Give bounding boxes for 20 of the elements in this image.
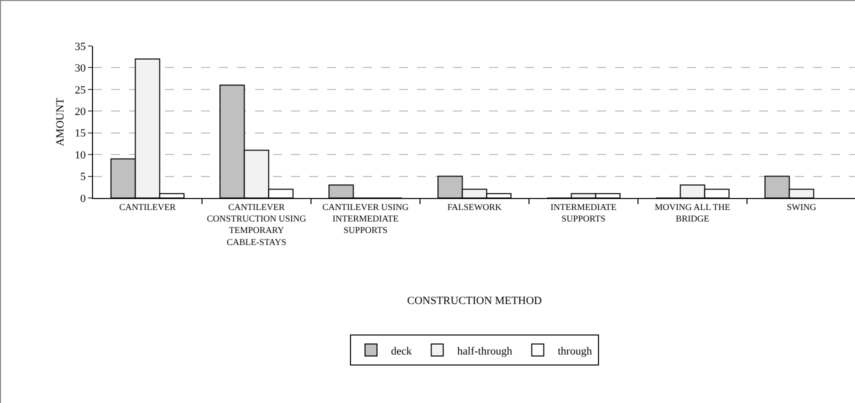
y-axis-title: AMOUNT [54,98,66,146]
x-tick-label: FALSEWORK [447,202,502,212]
y-tick-label: 25 [74,84,86,96]
y-tick-label: 15 [74,128,86,140]
legend-label: through [558,345,592,358]
x-tick-label: MOVING ALL THE BRIDGE [654,202,731,224]
legend-label: half-through [457,345,513,358]
x-tick-label: CANTILEVER [119,202,176,212]
y-tick-label: 5 [80,171,86,184]
x-axis-title: CONSTRUCTION METHOD [407,295,542,308]
x-tick-label: SWING [786,202,817,212]
x-tick-label: INTERMEDIATE SUPPORTS [550,202,617,224]
legend-label: deck [391,345,412,358]
y-tick-label: 10 [74,149,86,162]
x-tick-label: CANTILEVER CONSTRUCTION USING TEMPORARY CABLE-STAYS [206,202,307,247]
y-tick-label: 35 [74,40,86,53]
y-tick-label: 20 [74,106,86,118]
y-tick-label: 30 [74,62,86,75]
y-tick-label: 0 [80,192,86,205]
x-tick-label: CANTILEVER USING INTERMEDIATE SUPPORTS [322,202,410,236]
